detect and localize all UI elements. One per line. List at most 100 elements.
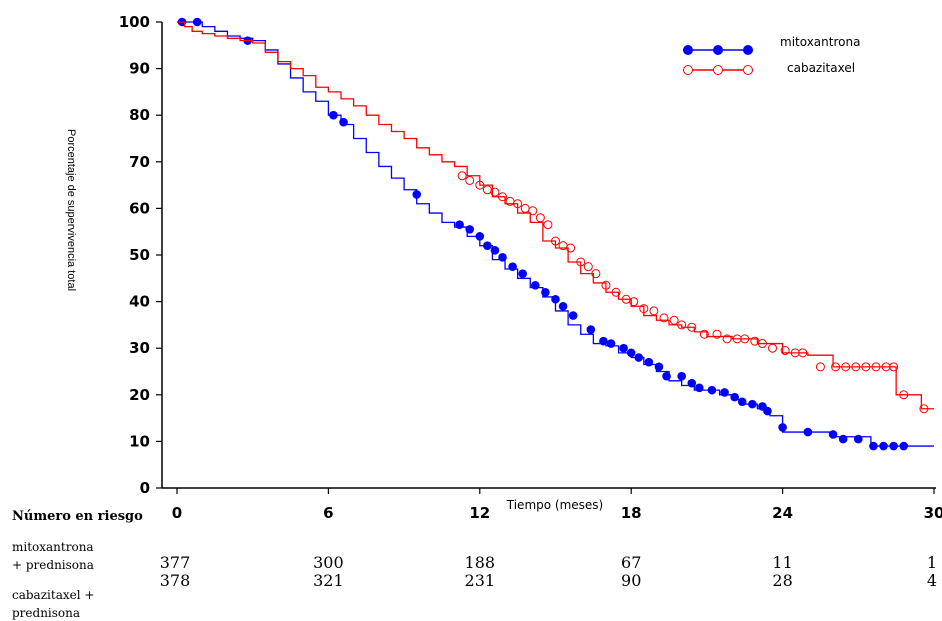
x-tick-label: 6 — [323, 504, 333, 522]
data-point — [899, 441, 909, 451]
legend: mitoxantrona cabazitaxel — [683, 35, 860, 75]
data-point — [919, 404, 929, 414]
x-axis-label: Tiempo (meses) — [506, 498, 603, 512]
data-point — [720, 388, 729, 397]
series-line-cabazitaxel — [177, 21, 934, 410]
data-point — [778, 423, 787, 432]
y-tick-label: 0 — [140, 479, 150, 497]
data-point — [475, 232, 485, 241]
data-point — [619, 343, 628, 353]
risk-row-label: mitoxantrona — [12, 540, 94, 554]
y-tick-label: 100 — [119, 13, 150, 31]
data-point — [475, 180, 485, 190]
data-point — [465, 175, 475, 185]
data-point — [543, 220, 553, 230]
risk-count: 1 — [927, 553, 937, 572]
data-point — [482, 185, 492, 195]
risk-count: 4 — [927, 571, 937, 590]
x-tick-label: 0 — [172, 504, 182, 522]
data-point — [712, 329, 722, 339]
data-point — [748, 399, 757, 409]
data-point — [568, 311, 578, 320]
risk-table-header: Número en riesgo — [12, 509, 143, 524]
data-point — [798, 348, 808, 358]
data-point — [531, 280, 540, 290]
x-tick-label: 12 — [469, 504, 490, 522]
risk-count: 231 — [465, 571, 496, 590]
data-point — [899, 390, 909, 400]
series-group — [177, 17, 934, 451]
risk-row-label: cabazitaxel + — [12, 588, 94, 602]
data-point — [669, 315, 679, 325]
data-point — [339, 117, 348, 127]
risk-count: 300 — [313, 553, 344, 572]
data-point — [851, 362, 861, 372]
data-point — [465, 225, 475, 234]
x-tick-label: 24 — [772, 504, 793, 522]
data-point — [558, 301, 568, 311]
legend-label: mitoxantrona — [780, 35, 860, 49]
data-point — [889, 441, 898, 451]
y-tick-labels: 0 10 20 30 40 50 60 70 80 90 100 — [119, 13, 150, 497]
data-point — [498, 192, 508, 202]
data-point — [649, 306, 659, 316]
x-tick-labels: 0 6 12 18 24 30 — [172, 504, 942, 522]
data-point — [815, 362, 825, 372]
risk-count: 321 — [313, 571, 344, 590]
data-point — [599, 336, 608, 346]
data-point — [576, 257, 586, 267]
data-point — [583, 262, 593, 272]
data-point — [768, 343, 778, 353]
data-point — [662, 371, 671, 381]
data-point — [457, 171, 467, 181]
y-tick-label: 50 — [129, 246, 150, 264]
data-point — [520, 203, 530, 213]
data-point — [659, 313, 669, 323]
data-point — [535, 213, 545, 223]
data-point — [737, 397, 747, 407]
risk-count: 90 — [621, 571, 641, 590]
legend-marker — [683, 65, 693, 75]
series-line-mitoxantrona — [177, 21, 934, 447]
data-point — [455, 220, 464, 230]
data-point — [498, 253, 507, 262]
risk-table: Número en riesgo mitoxantrona + prednisona… — [12, 509, 937, 620]
data-point — [634, 353, 644, 362]
legend-marker — [743, 45, 753, 55]
data-point — [541, 287, 550, 297]
data-point — [677, 371, 686, 381]
axes — [156, 21, 936, 494]
data-point — [551, 294, 560, 304]
data-point — [687, 378, 697, 388]
data-point — [831, 362, 841, 372]
data-point — [490, 187, 500, 197]
data-point — [192, 17, 202, 27]
y-tick-label: 60 — [129, 199, 150, 217]
data-point — [677, 320, 687, 330]
data-point — [740, 334, 750, 344]
data-point — [861, 362, 871, 372]
data-point — [654, 362, 664, 372]
data-point — [551, 236, 560, 246]
y-tick-label: 10 — [129, 432, 150, 450]
y-tick-label: 80 — [129, 106, 150, 124]
data-point — [687, 322, 697, 332]
data-point — [803, 427, 813, 437]
data-point — [606, 339, 616, 348]
data-point — [483, 241, 492, 250]
data-point — [869, 441, 878, 451]
data-point — [639, 304, 649, 314]
legend-marker — [713, 45, 723, 55]
risk-count: 378 — [160, 571, 191, 590]
data-point — [490, 246, 500, 255]
y-tick-label: 20 — [129, 386, 150, 404]
data-point — [763, 406, 772, 416]
risk-count: 28 — [772, 571, 792, 590]
y-tick-label: 90 — [129, 60, 150, 78]
data-point — [722, 334, 732, 344]
data-point — [586, 325, 596, 334]
data-point — [644, 357, 654, 367]
y-axis-label: Porcentaje de supervivencia total — [65, 129, 77, 291]
risk-row-label: + prednisona — [12, 558, 94, 572]
